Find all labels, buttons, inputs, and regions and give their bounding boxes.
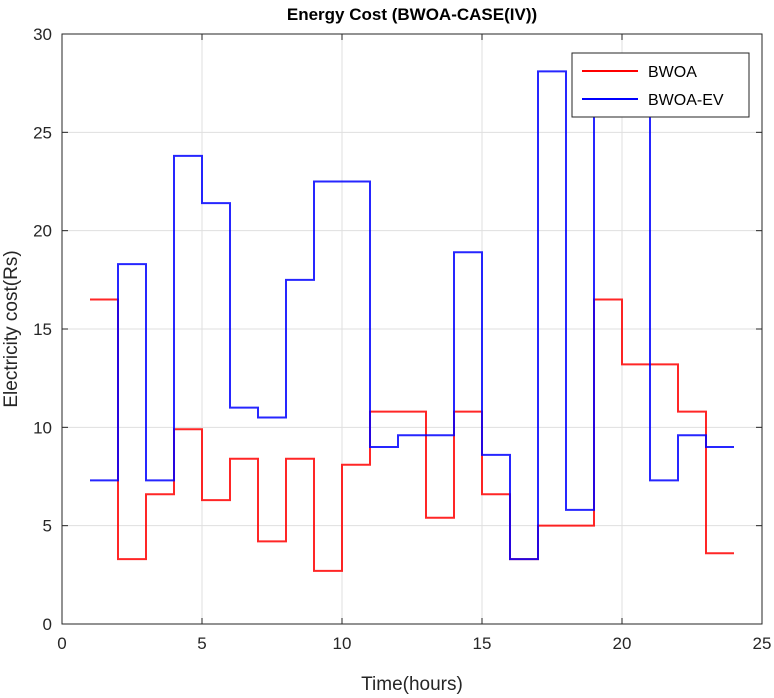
y-axis-label: Electricity cost(Rs) [1,250,22,407]
x-tick-label: 25 [753,634,772,653]
chart-title: Energy Cost (BWOA-CASE(IV)) [287,5,537,24]
series-line-bwoa-ev [90,70,734,561]
legend-label: BWOA [648,64,697,81]
x-tick-label: 5 [197,634,206,653]
x-tick-label: 10 [333,634,352,653]
legend: BWOA BWOA-EV [571,52,750,118]
y-tick-label: 25 [33,123,52,142]
y-tick-label: 5 [43,517,52,536]
legend-label: BWOA-EV [648,92,724,109]
legend-box [571,52,750,118]
ticks: 0 5 10 15 20 25 0 5 10 15 20 25 30 [33,25,771,653]
y-tick-label: 30 [33,25,52,44]
grid [61,33,763,625]
x-tick-label: 0 [57,634,66,653]
y-tick-label: 0 [43,615,52,634]
x-tick-label: 15 [473,634,492,653]
y-tick-label: 20 [33,222,52,241]
x-axis-label: Time(hours) [361,674,463,695]
x-tick-label: 20 [613,634,632,653]
y-tick-label: 15 [33,320,52,339]
y-tick-label: 10 [33,418,52,437]
series-line-bwoa [90,298,734,572]
series-layer [90,70,734,572]
